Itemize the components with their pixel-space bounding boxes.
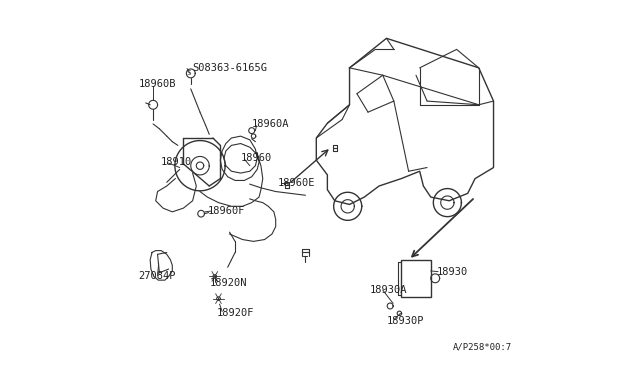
Text: 18910: 18910 — [161, 157, 192, 167]
Text: 27084P: 27084P — [138, 272, 176, 282]
Text: 18960E: 18960E — [278, 178, 315, 188]
Text: 18920F: 18920F — [216, 308, 254, 318]
Text: S08363-6165G: S08363-6165G — [193, 63, 268, 73]
Text: 18930A: 18930A — [370, 285, 407, 295]
Text: A/P258*00:7: A/P258*00:7 — [453, 342, 512, 351]
Text: 18960F: 18960F — [207, 206, 245, 216]
Text: 18960: 18960 — [241, 153, 272, 163]
FancyBboxPatch shape — [401, 260, 431, 297]
Text: S: S — [187, 70, 191, 76]
Text: 18930: 18930 — [436, 267, 468, 277]
Text: 18960B: 18960B — [139, 80, 177, 89]
Text: 18930P: 18930P — [387, 316, 424, 326]
Text: 18960A: 18960A — [252, 119, 289, 129]
Text: 18920N: 18920N — [209, 278, 247, 288]
